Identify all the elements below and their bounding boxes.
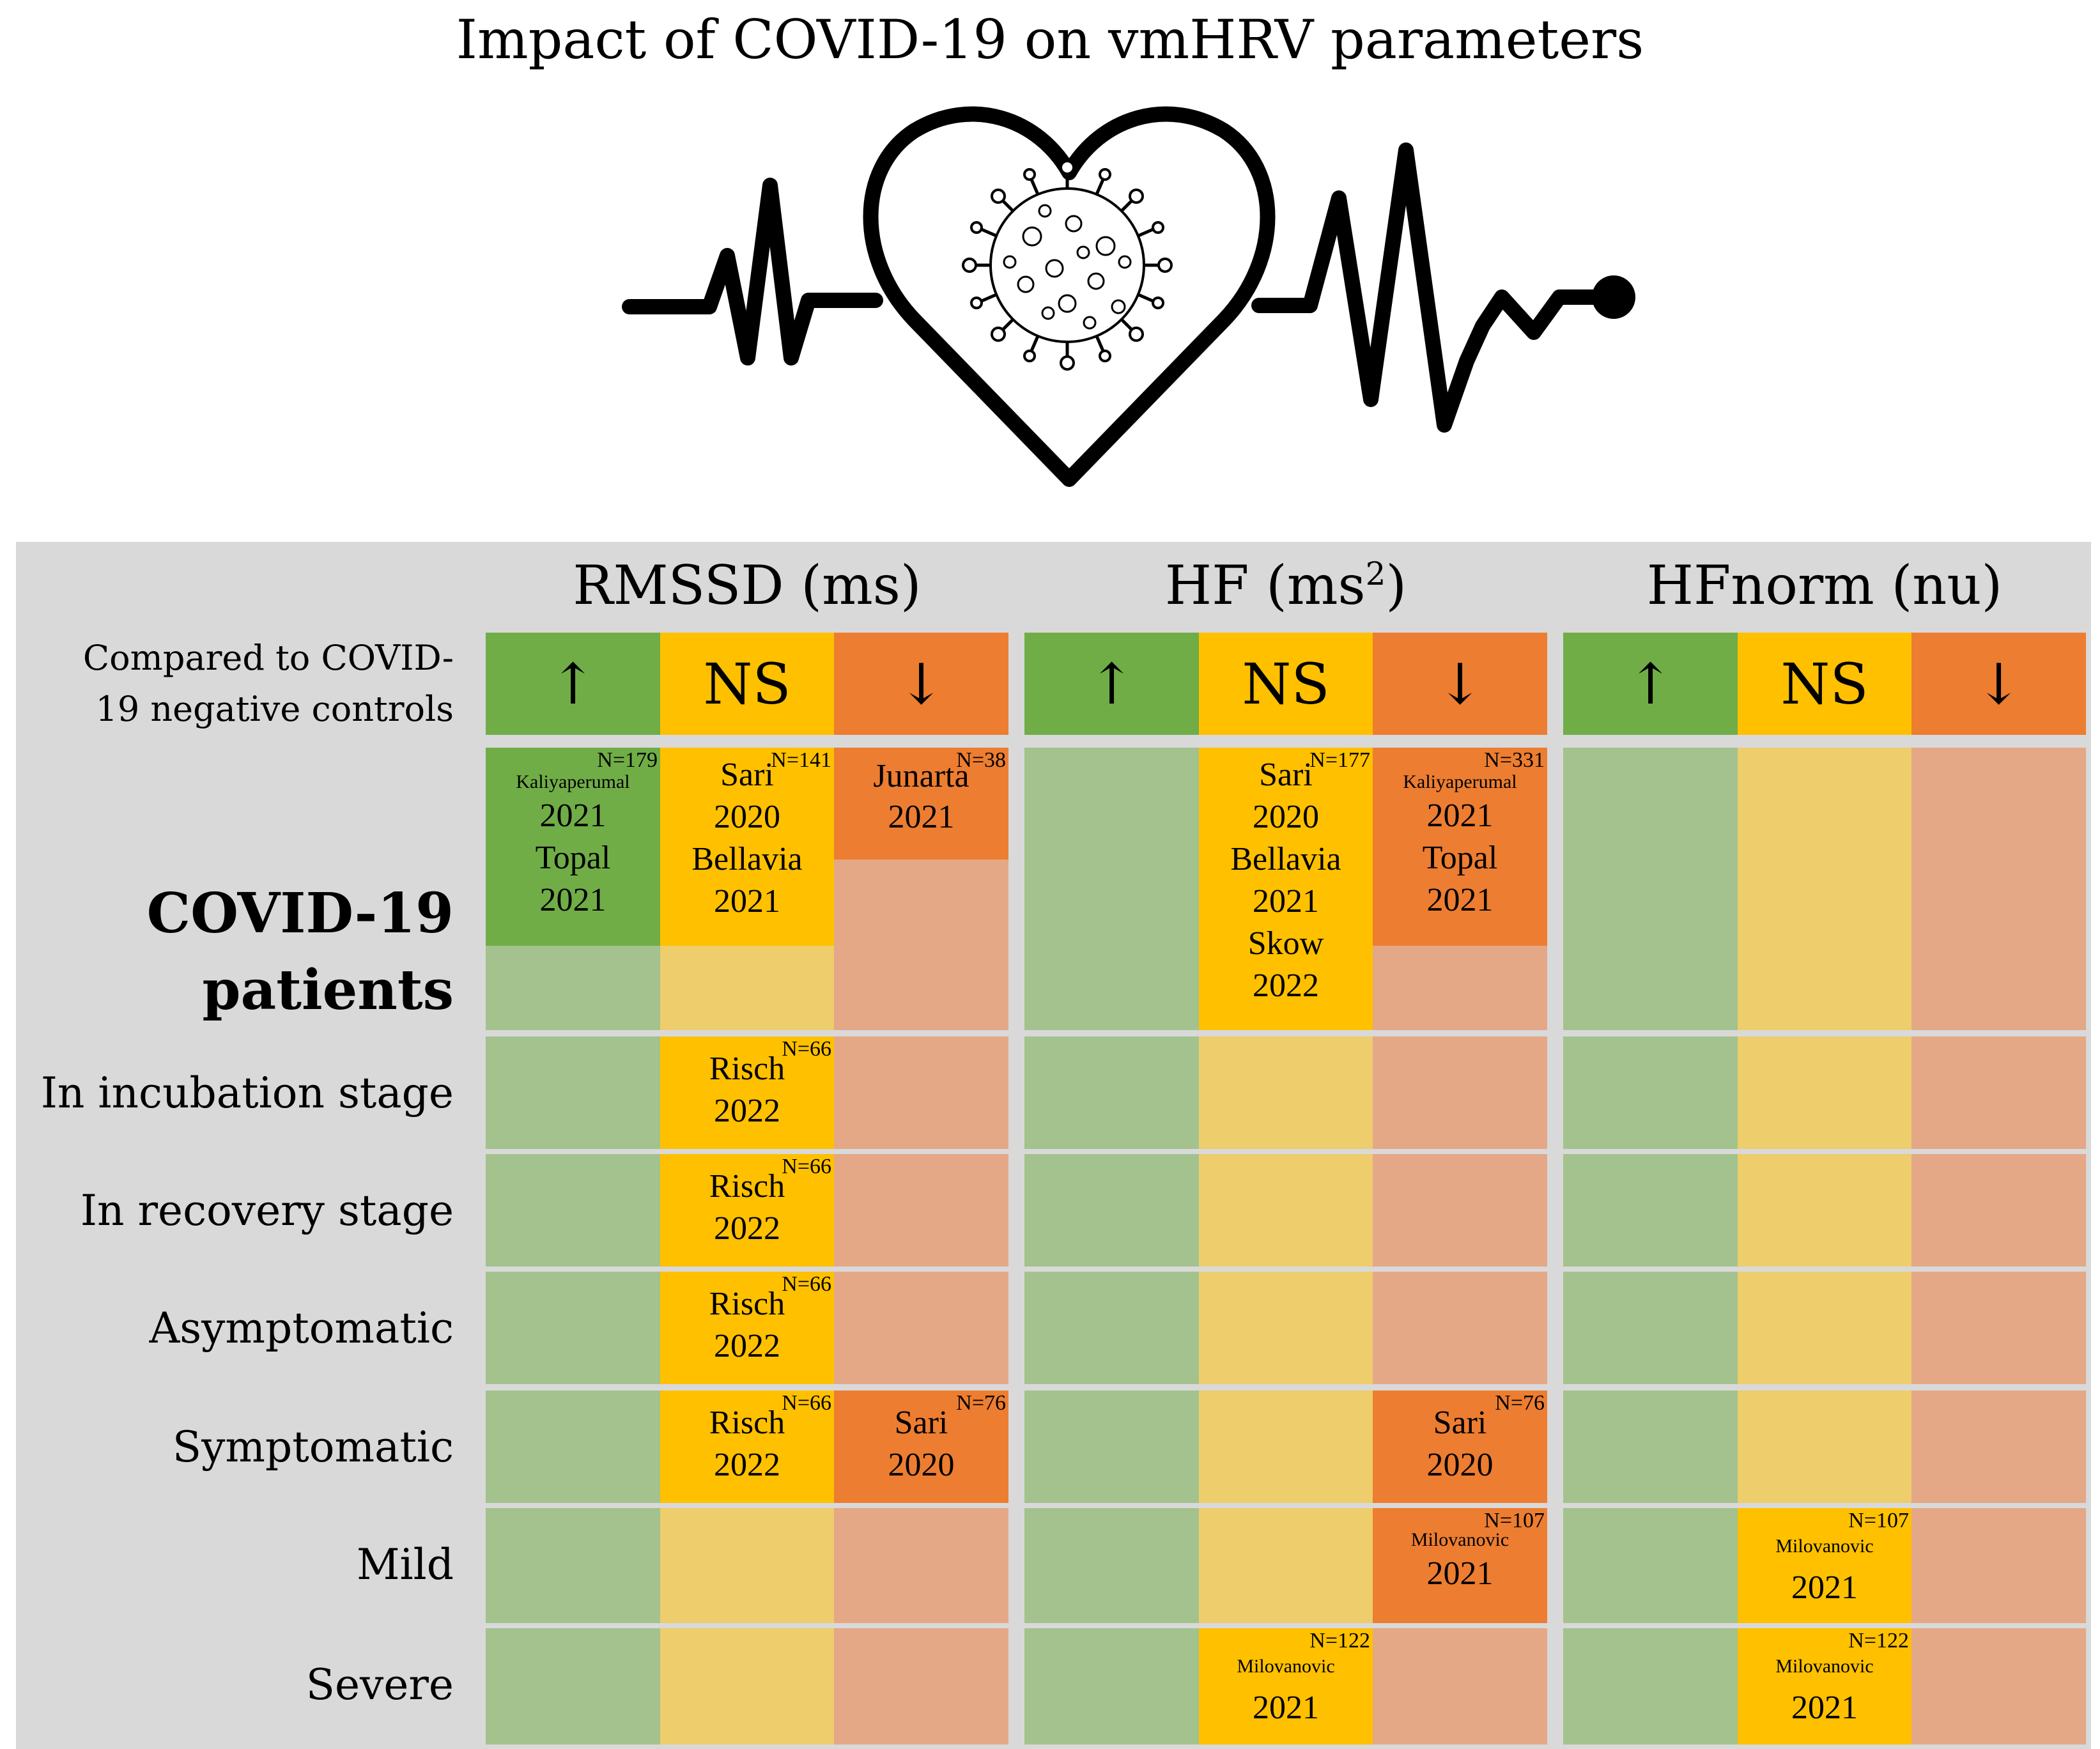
figure-title: Impact of COVID-19 on vmHRV parameters <box>456 8 1644 71</box>
row-label-asymptomatic: Asymptomatic <box>149 1303 454 1353</box>
entry-symptomatic-hf-decrease: N=76 Sari 2020 <box>1373 1391 1547 1503</box>
entry-asymptomatic-rmssd-ns: N=66 Risch 2022 <box>660 1272 834 1384</box>
background-cell <box>486 1272 660 1384</box>
ecg-line-left <box>622 178 883 366</box>
virus-icon <box>962 160 1173 371</box>
legend-decrease-rmssd: ↓ <box>834 633 1008 735</box>
entry-patients-rmssd-increase: N=179 Kaliyaperumal 2021 Topal 2021 <box>486 748 660 946</box>
background-cell <box>660 1628 834 1745</box>
legend-increase-rmssd: ↑ <box>486 633 660 735</box>
background-cell <box>1199 1036 1373 1149</box>
legend-decrease-hfnorm: ↓ <box>1911 633 2086 735</box>
background-cell <box>1738 1272 1911 1384</box>
background-cell <box>1563 1628 1738 1745</box>
background-cell <box>1563 1272 1738 1384</box>
row-label-mild: Mild <box>356 1539 454 1589</box>
background-cell <box>1024 1036 1199 1149</box>
row-label-symptomatic: Symptomatic <box>172 1422 454 1472</box>
background-cell <box>834 1036 1008 1149</box>
background-cell <box>834 1154 1008 1267</box>
background-cell <box>1024 1508 1199 1623</box>
entry-symptomatic-rmssd-ns: N=66 Risch 2022 <box>660 1391 834 1503</box>
row-label-severe: Severe <box>305 1660 454 1709</box>
entry-severe-hf-ns: N=122 Milovanovic 2021 <box>1199 1628 1373 1745</box>
background-cell <box>660 1508 834 1623</box>
background-cell <box>1024 1272 1199 1384</box>
background-cell <box>1911 1508 2086 1623</box>
background-cell <box>834 1508 1008 1623</box>
background-cell <box>1199 1154 1373 1267</box>
background-cell <box>1563 1508 1738 1623</box>
entry-patients-hf-ns: N=177 Sari 2020 Bellavia 2021 Skow 2022 <box>1199 748 1373 1030</box>
background-cell <box>1373 1154 1547 1267</box>
legend-increase-hfnorm: ↑ <box>1563 633 1738 735</box>
legend-ns-rmssd: NS <box>660 633 834 735</box>
entry-incubation-rmssd-ns: N=66 Risch 2022 <box>660 1036 834 1149</box>
background-cell <box>1024 748 1199 1030</box>
background-cell <box>1911 1036 2086 1149</box>
entry-patients-rmssd-decrease: N=38 Junarta 2021 <box>834 748 1008 859</box>
background-cell <box>1563 1036 1738 1149</box>
background-cell <box>486 1508 660 1623</box>
background-cell <box>1563 748 1738 1030</box>
entry-severe-hfnorm-ns: N=122 Milovanovic 2021 <box>1738 1628 1911 1745</box>
entry-recovery-rmssd-ns: N=66 Risch 2022 <box>660 1154 834 1267</box>
entry-symptomatic-rmssd-decrease: N=76 Sari 2020 <box>834 1391 1008 1503</box>
background-cell <box>1738 748 1911 1030</box>
background-cell <box>1373 1272 1547 1384</box>
legend-ns-hfnorm: NS <box>1738 633 1911 735</box>
background-cell <box>1199 1508 1373 1623</box>
header-hfnorm: HFnorm (nu) <box>1646 554 2003 617</box>
background-cell <box>1911 748 2086 1030</box>
background-cell <box>486 1391 660 1503</box>
background-cell <box>1024 1391 1199 1503</box>
background-cell <box>1738 1391 1911 1503</box>
background-cell <box>1024 1628 1199 1745</box>
background-cell <box>1024 1154 1199 1267</box>
ecg-line-right <box>1251 143 1621 433</box>
background-cell <box>834 1272 1008 1384</box>
entry-mild-hfnorm-ns: N=107 Milovanovic 2021 <box>1738 1508 1911 1623</box>
legend-ns-hf: NS <box>1199 633 1373 735</box>
background-cell <box>1738 1154 1911 1267</box>
background-cell <box>486 1036 660 1149</box>
legend-increase-hf: ↑ <box>1024 633 1199 735</box>
compared-label: Compared to COVID- 19 negative controls <box>82 638 454 729</box>
entry-patients-hf-decrease: N=331 Kaliyaperumal 2021 Topal 2021 <box>1373 748 1547 946</box>
header-hf: HF (ms2) <box>1164 554 1407 617</box>
background-cell <box>1563 1154 1738 1267</box>
background-cell <box>486 1154 660 1267</box>
background-cell <box>1563 1391 1738 1503</box>
background-cell <box>486 1628 660 1745</box>
background-cell <box>834 1628 1008 1745</box>
entry-patients-rmssd-ns: N=141 Sari 2020 Bellavia 2021 <box>660 748 834 946</box>
row-label-recovery: In recovery stage <box>80 1185 454 1235</box>
background-cell <box>1373 1628 1547 1745</box>
legend-decrease-hf: ↓ <box>1373 633 1547 735</box>
heart-ecg-virus-icon <box>622 106 1635 487</box>
ecg-end-dot <box>1592 275 1635 319</box>
background-cell <box>1199 1391 1373 1503</box>
row-label-covid-patients: COVID-19 patients <box>146 881 454 1022</box>
background-cell <box>1199 1272 1373 1384</box>
background-cell <box>1738 1036 1911 1149</box>
entry-mild-hf-decrease: N=107 Milovanovic 2021 <box>1373 1508 1547 1623</box>
background-cell <box>1373 1036 1547 1149</box>
row-label-incubation: In incubation stage <box>40 1068 454 1118</box>
background-cell <box>1911 1154 2086 1267</box>
header-hf-superscript: 2 <box>1365 555 1386 592</box>
background-cell <box>1911 1391 2086 1503</box>
background-cell <box>1911 1272 2086 1384</box>
background-cell <box>1911 1628 2086 1745</box>
header-rmssd: RMSSD (ms) <box>573 554 922 617</box>
